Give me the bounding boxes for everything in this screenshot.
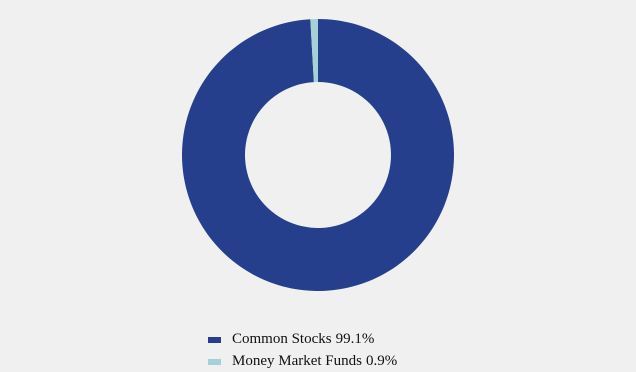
legend-name: Common Stocks <box>232 331 332 347</box>
legend-value: 99.1% <box>336 331 375 347</box>
legend-name: Money Market Funds <box>232 353 362 369</box>
donut-slice <box>182 19 455 291</box>
legend-label: Common Stocks 99.1% <box>232 331 374 347</box>
donut-slice <box>310 19 318 83</box>
legend-label: Money Market Funds 0.9% <box>232 353 397 369</box>
legend-value: 0.9% <box>366 353 397 369</box>
legend-swatch <box>208 359 221 365</box>
legend-swatch <box>208 337 221 343</box>
